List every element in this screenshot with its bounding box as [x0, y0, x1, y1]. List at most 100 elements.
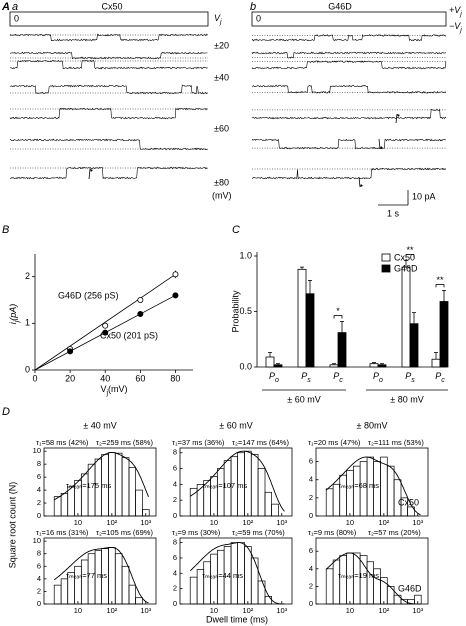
x-tick-label: 10 [346, 518, 354, 527]
vj-label-part: V [214, 13, 221, 23]
arrow-head [397, 114, 400, 117]
histogram-bar [386, 586, 395, 605]
histogram-bar [53, 584, 62, 605]
category-label: Ps [301, 371, 311, 383]
x-tick-label: 10² [378, 606, 389, 615]
histogram-bar [407, 506, 415, 517]
fit-label: τ₂=111 ms (53%) [368, 438, 424, 447]
bar [409, 323, 419, 368]
y-tick-label: 8 [173, 538, 177, 547]
x-tick-label: 0 [32, 373, 37, 383]
fit-curve [189, 450, 285, 512]
bar [431, 358, 441, 368]
row-label: Cx50 [398, 497, 419, 507]
x-tick-label: 10 [210, 606, 218, 615]
x-tick-label: 10³ [140, 518, 151, 527]
x-tick-label: 10³ [412, 606, 423, 615]
fit-label: τ₁=16 ms (31%) [36, 528, 89, 537]
y-tick-label: 2 [25, 271, 30, 281]
histogram-bar [325, 568, 334, 605]
y-axis-label-part: i [8, 321, 18, 324]
y-tick-label: 8 [37, 549, 41, 558]
histogram-bar [87, 463, 96, 517]
significance: * [336, 306, 340, 316]
y-tick-label: 4 [173, 479, 177, 488]
histogram-bar [114, 452, 123, 517]
bar [401, 266, 411, 368]
y-axis-label: ij(pA) [8, 304, 20, 325]
current-trace [9, 166, 208, 180]
fit-curve [189, 542, 285, 605]
x-axis-label-part: (mV) [108, 384, 128, 394]
legend-swatch [381, 253, 391, 262]
x-tick-label: 10² [106, 518, 117, 527]
trace-title: Cx50 [101, 1, 122, 11]
data-point [137, 310, 144, 317]
fit-curve [325, 552, 421, 605]
histogram-bar [393, 594, 402, 605]
data-point [102, 329, 109, 336]
bar [273, 364, 283, 368]
category-label-part: s [411, 377, 415, 384]
current-trace [251, 84, 447, 94]
x-tick-label: 10 [210, 518, 218, 527]
vj-label: Vj [214, 13, 222, 25]
vj-label-part: +V [449, 5, 461, 15]
histogram-bar [352, 465, 361, 517]
current-trace [9, 84, 208, 95]
mean-label: τₘₑₐₙ=107 ms [202, 481, 247, 490]
histogram-bar [189, 576, 198, 605]
fit-curve [53, 452, 149, 501]
mean-label: τₘₑₐₙ=68 ms [338, 481, 379, 490]
y-tick-label: 0 [37, 599, 41, 608]
fit-curve [53, 546, 149, 604]
current-trace [9, 33, 208, 42]
category-label: Po [269, 371, 279, 383]
y-axis-label-part: j [14, 320, 21, 323]
data-point [102, 322, 109, 329]
sub-letter: b [250, 1, 256, 13]
vj-label: −Vj [449, 21, 462, 33]
y-tick-label: 1 [25, 318, 30, 328]
scale-label: 1 s [387, 208, 400, 218]
current-trace [9, 107, 208, 120]
y-axis-label-part: (pA) [8, 304, 18, 321]
histogram-bar [128, 584, 136, 605]
y-tick-label: 2 [173, 584, 177, 593]
x-tick-label: 10³ [276, 606, 287, 615]
histogram-bar [67, 486, 75, 517]
y-tick-label: 0 [173, 599, 177, 608]
column-label: ± 80mV [357, 420, 388, 430]
bar [337, 332, 347, 368]
histogram-bar [264, 595, 272, 605]
x-axis-label-part: V [100, 384, 106, 394]
legend-swatch [381, 264, 391, 273]
y-axis-label: Square root count (N) [7, 482, 17, 569]
fit-line [34, 274, 176, 371]
current-trace [251, 33, 447, 42]
command-bar [251, 11, 447, 27]
category-label: Pc [333, 371, 343, 383]
histogram-bar [60, 492, 69, 517]
panel-letter: A [1, 1, 10, 13]
fit-label: τ₂=147 ms (64%) [232, 438, 289, 447]
bar [329, 364, 339, 368]
category-label-part: s [307, 377, 311, 384]
histogram-bar [216, 468, 225, 517]
histogram-bar [380, 456, 388, 517]
mean-label: τₘₑₐₙ=77 ms [66, 571, 107, 580]
row-label: G46D [398, 583, 422, 593]
voltage-label: ±40 [214, 72, 229, 82]
fit-label: τ₁=20 ms (47%) [308, 438, 361, 447]
y-tick-label: 0 [37, 511, 41, 520]
data-point [172, 292, 179, 299]
vj-label-part: −V [449, 21, 461, 31]
group-label: ± 60 mV [287, 394, 320, 404]
histogram-bar [135, 597, 143, 605]
trace-title: G46D [328, 1, 352, 11]
x-axis-label-part: j [105, 390, 108, 397]
y-tick-label: 2 [173, 495, 177, 504]
y-tick-label: 1.0 [239, 250, 252, 260]
fit-label: τ₁=9 ms (30%) [172, 528, 221, 537]
